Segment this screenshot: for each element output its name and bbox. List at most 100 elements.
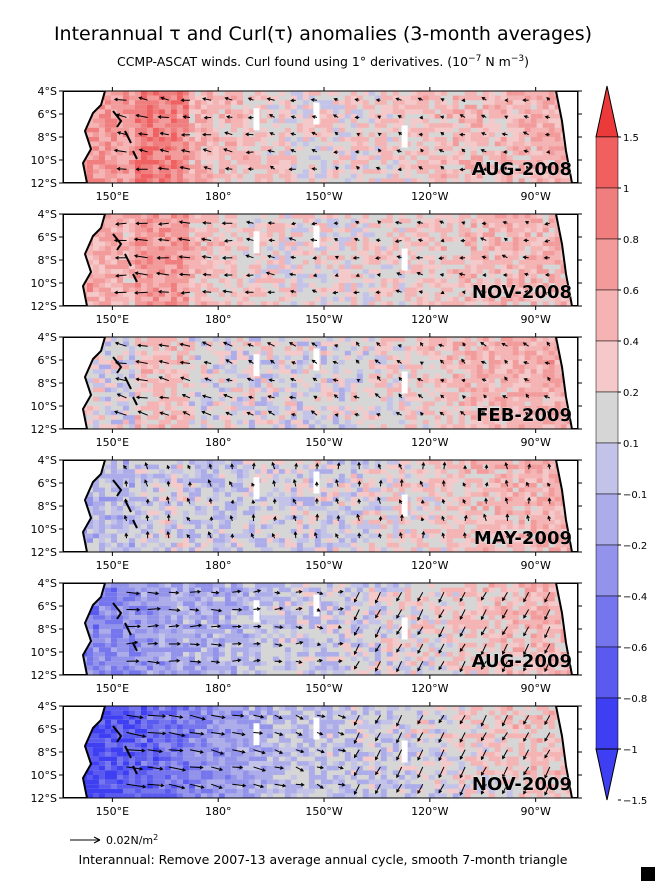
curl-cell: [554, 378, 561, 383]
curl-cell: [374, 141, 381, 147]
curl-cell: [152, 137, 159, 142]
curl-cell: [164, 337, 171, 342]
curl-cell: [104, 406, 111, 411]
curl-cell: [470, 218, 477, 224]
curl-cell: [122, 218, 129, 224]
curl-cell: [158, 292, 165, 297]
curl-cell: [410, 301, 417, 306]
curl-cell: [242, 341, 249, 347]
curl-cell: [110, 250, 117, 256]
curl-cell: [248, 227, 255, 233]
curl-cell: [332, 232, 339, 237]
curl-cell: [230, 460, 237, 465]
curl-cell: [134, 519, 141, 525]
curl-cell: [104, 473, 111, 479]
curl-cell: [140, 150, 147, 156]
curl-cell: [494, 369, 501, 374]
curl-cell: [506, 104, 513, 110]
wind-vector-head: [333, 344, 338, 348]
curl-cell: [314, 410, 321, 416]
curl-cell: [272, 301, 279, 306]
curl-cell: [368, 255, 375, 260]
curl-cell: [224, 533, 231, 539]
curl-cell: [278, 246, 285, 251]
curl-cell: [182, 155, 189, 160]
wind-vector-head: [394, 239, 399, 243]
curl-cell: [440, 392, 447, 397]
curl-cell: [362, 155, 369, 160]
curl-cell: [314, 419, 321, 425]
curl-cell: [512, 337, 519, 342]
coastline-west: [63, 337, 107, 429]
curl-cell: [98, 360, 105, 365]
curl-cell: [500, 301, 507, 306]
curl-cell: [452, 364, 459, 370]
curl-cell: [536, 287, 543, 293]
curl-cell: [476, 155, 483, 160]
curl-cell: [134, 341, 141, 347]
curl-cell: [206, 91, 213, 96]
curl-cell: [170, 524, 177, 529]
wind-vector-head: [224, 131, 229, 136]
curl-cell: [428, 255, 435, 260]
wind-vector-head: [544, 361, 549, 365]
curl-cell: [482, 223, 489, 228]
curl-cell: [188, 346, 195, 351]
curl-cell: [554, 387, 561, 393]
curl-cell: [458, 160, 465, 165]
curl-cell: [170, 109, 177, 114]
curl-cell: [464, 387, 471, 393]
curl-cell: [182, 104, 189, 110]
curl-cell: [158, 141, 165, 147]
curl-cell: [344, 278, 351, 283]
curl-cell: [422, 218, 429, 224]
curl-cell: [284, 260, 291, 265]
curl-cell: [392, 169, 399, 174]
wind-vector-head: [289, 272, 294, 277]
curl-cell: [248, 392, 255, 397]
curl-cell: [206, 346, 213, 351]
curl-cell: [128, 296, 135, 302]
curl-cell: [86, 524, 93, 529]
curl-cell: [314, 246, 321, 251]
curl-cell: [116, 519, 123, 525]
curl-cell: [362, 241, 369, 247]
curl-cell: [146, 173, 153, 179]
curl-cell: [122, 473, 129, 479]
curl-cell: [194, 114, 201, 119]
curl-cell: [536, 169, 543, 174]
curl-cell: [116, 237, 123, 242]
wind-vector-head: [137, 343, 142, 348]
curl-cell: [194, 269, 201, 274]
curl-cell: [134, 104, 141, 110]
curl-cell: [338, 264, 345, 270]
curl-cell: [128, 223, 135, 228]
curl-cell: [524, 173, 531, 179]
curl-cell: [284, 173, 291, 179]
curl-cell: [350, 155, 357, 160]
curl-cell: [434, 114, 441, 119]
curl-cell: [332, 406, 339, 411]
curl-cell: [428, 164, 435, 170]
curl-cell: [242, 114, 249, 119]
wind-vector-head: [290, 221, 295, 226]
curl-cell: [140, 287, 147, 293]
curl-cell: [392, 173, 399, 179]
curl-cell: [266, 269, 273, 274]
curl-cell: [338, 255, 345, 260]
curl-cell: [170, 100, 177, 105]
curl-cell: [152, 114, 159, 119]
curl-cell: [428, 237, 435, 242]
curl-cell: [392, 283, 399, 288]
curl-cell: [170, 410, 177, 416]
curl-cell: [368, 387, 375, 393]
curl-cell: [182, 114, 189, 119]
curl-cell: [236, 401, 243, 406]
curl-cell: [182, 250, 189, 256]
curl-cell: [194, 123, 201, 128]
curl-cell: [218, 223, 225, 228]
curl-cell: [200, 232, 207, 237]
curl-cell: [458, 278, 465, 283]
wind-vector-head: [356, 133, 361, 137]
